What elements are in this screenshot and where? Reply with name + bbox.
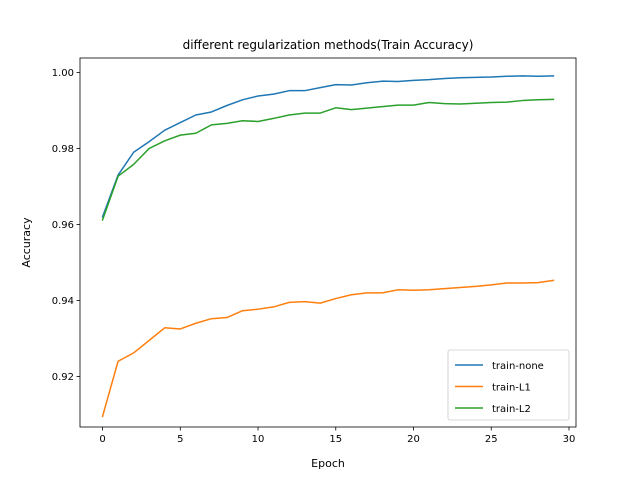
legend-box bbox=[447, 349, 570, 421]
x-tick-label: 25 bbox=[485, 434, 498, 445]
y-tick-label: 0.92 bbox=[52, 372, 74, 383]
x-tick-label: 10 bbox=[252, 434, 265, 445]
y-tick-label: 0.94 bbox=[52, 296, 74, 307]
x-tick-label: 15 bbox=[329, 434, 342, 445]
y-axis-label: Accuracy bbox=[20, 217, 33, 268]
x-tick-label: 30 bbox=[563, 434, 576, 445]
series-line-train-L2 bbox=[101, 98, 555, 221]
x-tick-label: 0 bbox=[99, 434, 105, 445]
x-tick-label: 20 bbox=[407, 434, 420, 445]
chart-title: different regularization methods(Train A… bbox=[183, 38, 474, 52]
y-axis-ticks: 0.92 0.94 0.96 0.98 1.00 bbox=[52, 68, 80, 383]
y-tick-label: 1.00 bbox=[52, 68, 74, 79]
legend-label-train-none: train-none bbox=[492, 361, 544, 372]
legend-label-train-L2: train-L2 bbox=[492, 404, 531, 415]
x-tick-label: 5 bbox=[177, 434, 183, 445]
plot-area-frame bbox=[79, 57, 577, 428]
legend-label-train-L1: train-L1 bbox=[492, 383, 531, 394]
y-tick-label: 0.98 bbox=[52, 144, 74, 155]
legend: train-none train-L1 train-L2 bbox=[447, 349, 570, 421]
x-axis-label: Epoch bbox=[311, 457, 345, 470]
x-axis-ticks: 0 5 10 15 20 25 30 bbox=[99, 427, 575, 445]
y-tick-label: 0.96 bbox=[52, 220, 74, 231]
series-line-train-none bbox=[101, 75, 555, 218]
series-line-train-L1 bbox=[101, 279, 555, 418]
series-layer bbox=[101, 75, 555, 418]
